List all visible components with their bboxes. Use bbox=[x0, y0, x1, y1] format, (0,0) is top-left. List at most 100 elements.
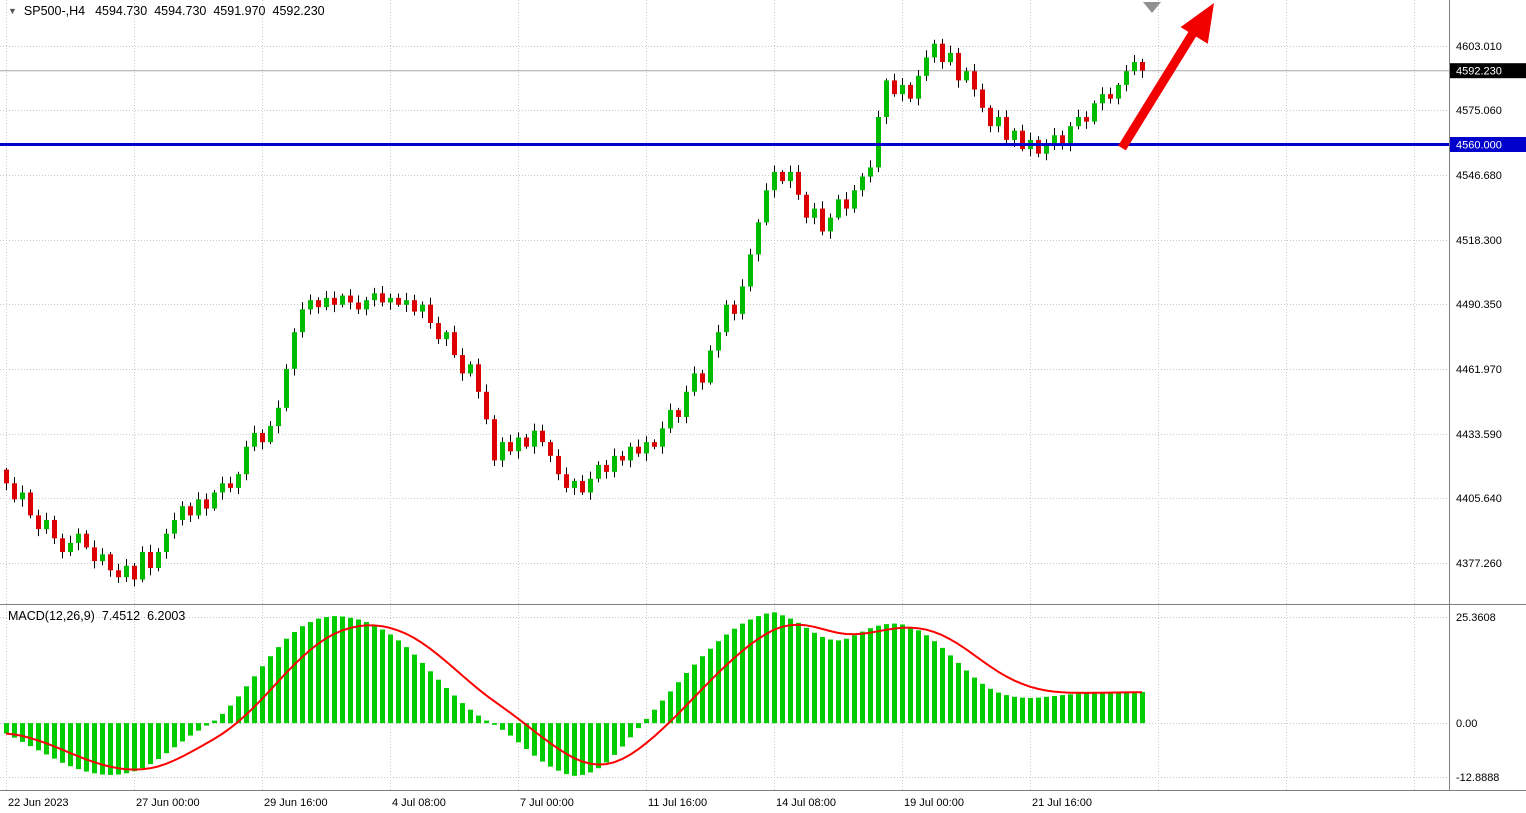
ohlc-low: 4591.970 bbox=[213, 4, 266, 18]
candle-body bbox=[100, 554, 105, 562]
macd-histogram-bar bbox=[412, 654, 417, 724]
current-price-tag-text: 4592.230 bbox=[1456, 66, 1502, 78]
candle-body bbox=[308, 300, 313, 310]
candle-body bbox=[540, 430, 545, 443]
candle-body bbox=[892, 80, 897, 95]
candle-body bbox=[452, 332, 457, 356]
candle-body bbox=[324, 297, 329, 308]
candle-body bbox=[108, 554, 113, 571]
trend-arrow[interactable] bbox=[1118, 3, 1214, 151]
candle-body bbox=[92, 547, 97, 562]
macd-histogram-bar bbox=[420, 662, 425, 724]
candle-body bbox=[204, 499, 209, 509]
candle-body bbox=[1084, 117, 1089, 122]
candle-body bbox=[836, 199, 841, 218]
macd-histogram-bar bbox=[876, 625, 881, 724]
candle-body bbox=[68, 542, 73, 553]
candle-body bbox=[908, 84, 913, 99]
candle-body bbox=[964, 71, 969, 81]
macd-histogram-bar bbox=[508, 723, 513, 736]
macd-histogram-bar bbox=[564, 723, 569, 775]
candle-body bbox=[556, 455, 561, 475]
macd-histogram-bar bbox=[444, 688, 449, 724]
price-axis-label: 4405.640 bbox=[1456, 493, 1502, 505]
candle-body bbox=[620, 455, 625, 461]
price-axis-label: 4461.970 bbox=[1456, 364, 1502, 376]
candle-body bbox=[36, 515, 41, 530]
price-axis-label: 4377.260 bbox=[1456, 558, 1502, 570]
chart-title-bar: ▼ SP500-,H4 4594.730 4594.730 4591.970 4… bbox=[8, 4, 325, 18]
candle-body bbox=[580, 481, 585, 493]
macd-histogram-bar bbox=[844, 638, 849, 724]
candle-body bbox=[764, 190, 769, 223]
candle-body bbox=[1004, 117, 1009, 140]
macd-histogram-bar bbox=[820, 637, 825, 724]
candle-body bbox=[476, 364, 481, 392]
candle-body bbox=[500, 442, 505, 461]
macd-histogram-bar bbox=[860, 631, 865, 724]
candle-body bbox=[636, 446, 641, 454]
candle-body bbox=[12, 483, 17, 500]
macd-histogram-bar bbox=[60, 723, 65, 763]
candle-body bbox=[724, 304, 729, 333]
macd-histogram-bar bbox=[548, 723, 553, 767]
macd-histogram-bar bbox=[764, 613, 769, 724]
candle-body bbox=[1020, 130, 1025, 149]
candle-body bbox=[188, 506, 193, 516]
candle-body bbox=[84, 533, 89, 548]
candle-body bbox=[508, 442, 513, 452]
macd-histogram-bar bbox=[1124, 692, 1129, 724]
macd-histogram-bar bbox=[1084, 693, 1089, 724]
macd-histogram-bar bbox=[852, 635, 857, 724]
macd-histogram-bar bbox=[116, 723, 121, 775]
macd-histogram-bar bbox=[4, 723, 9, 734]
macd-histogram-bar bbox=[1140, 692, 1145, 724]
macd-histogram-bar bbox=[132, 723, 137, 772]
macd-histogram-bar bbox=[836, 640, 841, 724]
candle-body bbox=[76, 533, 81, 543]
symbol-dropdown-icon[interactable]: ▼ bbox=[8, 5, 17, 16]
time-axis-label: 22 Jun 2023 bbox=[8, 797, 69, 809]
macd-histogram-bar bbox=[196, 723, 201, 731]
macd-histogram-bar bbox=[1092, 692, 1097, 724]
candle-body bbox=[1076, 117, 1081, 127]
candle-body bbox=[772, 171, 777, 191]
macd-histogram-bar bbox=[228, 705, 233, 724]
macd-histogram-bar bbox=[924, 635, 929, 724]
candle-body bbox=[756, 222, 761, 255]
time-axis[interactable] bbox=[0, 790, 1526, 813]
macd-histogram-bar bbox=[788, 618, 793, 724]
macd-axis-label: 0.00 bbox=[1456, 718, 1477, 730]
candle-body bbox=[372, 293, 377, 301]
scroll-to-end-marker-icon[interactable] bbox=[1143, 2, 1161, 13]
macd-signal-line bbox=[5, 623, 1142, 771]
macd-histogram-bar bbox=[236, 696, 241, 724]
price-axis[interactable] bbox=[1450, 0, 1526, 790]
macd-histogram-bar bbox=[180, 723, 185, 742]
time-axis-label: 14 Jul 08:00 bbox=[776, 797, 836, 809]
macd-histogram-bar bbox=[292, 632, 297, 724]
macd-histogram-bar bbox=[316, 618, 321, 724]
candle-body bbox=[916, 75, 921, 99]
candle-body bbox=[820, 208, 825, 232]
candle-body bbox=[612, 455, 617, 472]
candle-body bbox=[900, 84, 905, 95]
macd-histogram-bar bbox=[612, 723, 617, 755]
candle-body bbox=[116, 570, 121, 578]
macd-histogram-bar bbox=[388, 634, 393, 724]
macd-histogram-bar bbox=[676, 682, 681, 724]
macd-histogram-bar bbox=[84, 723, 89, 772]
macd-histogram-bar bbox=[436, 679, 441, 724]
price-axis-label: 4433.590 bbox=[1456, 429, 1502, 441]
price-axis-labels: 4603.010 4575.060 4546.680 4518.300 4490.350… bbox=[1456, 41, 1502, 784]
candle-body bbox=[1052, 135, 1057, 145]
macd-histogram-bar bbox=[740, 623, 745, 724]
candle-body bbox=[948, 52, 953, 63]
candle-body bbox=[220, 483, 225, 493]
candle-body bbox=[1068, 126, 1073, 145]
candle-body bbox=[924, 57, 929, 76]
candle-body bbox=[460, 355, 465, 374]
macd-histogram-bar bbox=[868, 628, 873, 724]
macd-histogram-bar bbox=[692, 664, 697, 724]
